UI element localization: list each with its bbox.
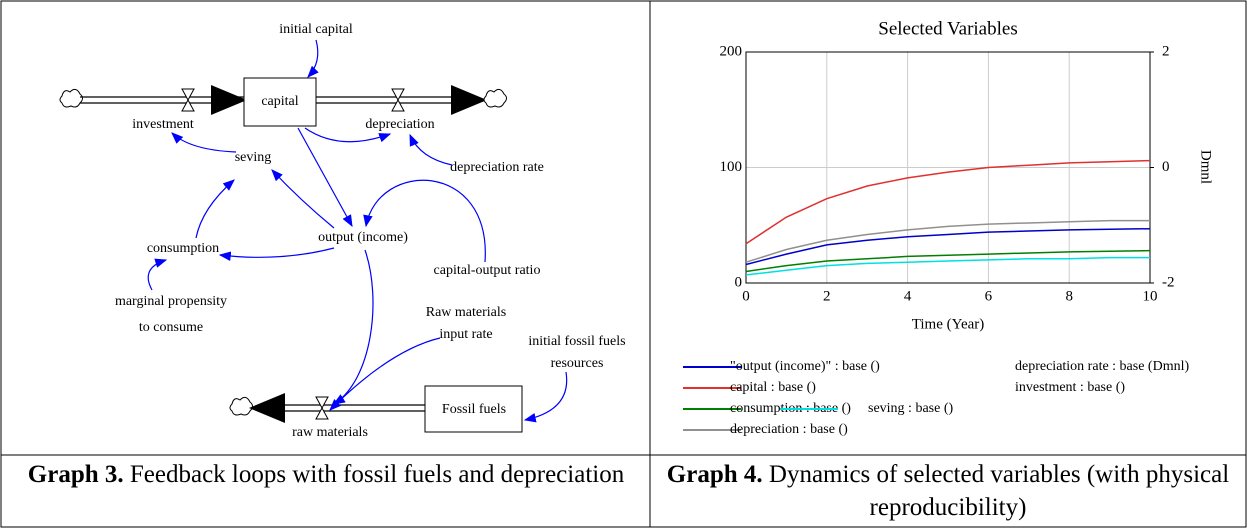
y-tick-label: 0 — [735, 274, 743, 290]
x-tick-label: 4 — [904, 288, 912, 304]
node-label: seving — [235, 150, 272, 165]
x-tick-label: 10 — [1143, 288, 1158, 304]
y2-axis-label: Dmnl — [1198, 150, 1214, 184]
legend-label: depreciation rate : base (Dmnl) — [1015, 359, 1189, 374]
link — [332, 249, 374, 405]
node-label: to consume — [139, 320, 203, 335]
node-label: investment — [132, 117, 194, 132]
link — [171, 132, 237, 153]
legend-label: depreciation : base () — [730, 422, 848, 437]
link — [195, 179, 235, 239]
node-label: raw materials — [292, 425, 368, 440]
legend-label: investment : base () — [1015, 380, 1125, 395]
node-label: Fossil fuels — [442, 402, 506, 417]
legend-label: "output (income)" : base () — [730, 359, 880, 374]
link — [307, 39, 319, 78]
caption: Graph 4. Dynamics of selected variables … — [658, 458, 1238, 526]
series-line — [745, 227, 1151, 266]
node-label: consumption — [147, 241, 219, 256]
link — [147, 258, 168, 291]
x-tick-label: 6 — [985, 288, 993, 304]
valve — [315, 396, 329, 420]
series-line — [745, 249, 1151, 273]
node-label: depreciation rate — [450, 160, 544, 175]
caption: Graph 3. Feedback loops with fossil fuel… — [10, 458, 642, 526]
x-tick-label: 0 — [742, 288, 750, 304]
caption-text: Feedback loops with fossil fuels and dep… — [129, 461, 625, 488]
caption-label: Graph 4. — [666, 461, 763, 488]
y2-tick-label: -2 — [1162, 274, 1175, 290]
series-line — [745, 256, 1150, 276]
node-label: input rate — [439, 327, 492, 342]
node-label: marginal propensity — [115, 294, 227, 309]
y-tick-label: 200 — [720, 43, 743, 59]
node-label: resources — [551, 356, 604, 371]
node-label: initial capital — [279, 22, 353, 37]
y-tick-label: 100 — [720, 159, 743, 175]
node-label: capital — [261, 94, 298, 109]
series-line — [745, 159, 1151, 245]
node-label: depreciation — [365, 117, 434, 132]
plot-frame — [745, 51, 1151, 284]
stock — [243, 77, 317, 127]
legend-label: capital : base () — [730, 380, 816, 395]
node-label: capital-output ratio — [434, 263, 541, 278]
link — [271, 169, 335, 229]
chart-title: Selected Variables — [878, 18, 1017, 39]
diagram: initial capital capital investment depre… — [59, 22, 626, 440]
link — [409, 133, 453, 166]
link — [329, 337, 441, 411]
x-axis-label: Time (Year) — [912, 316, 985, 332]
y2-tick-label: 0 — [1162, 159, 1170, 175]
link — [218, 247, 335, 262]
cloud — [59, 88, 83, 108]
caption-label: Graph 3. — [27, 461, 124, 488]
cloud — [483, 88, 507, 108]
stock — [424, 385, 523, 433]
node-label: initial fossil fuels — [528, 334, 625, 349]
x-tick-label: 2 — [823, 288, 831, 304]
node-label: Raw materials — [426, 305, 506, 320]
valve — [391, 88, 405, 112]
link — [523, 371, 568, 423]
series-line — [745, 219, 1150, 263]
link — [363, 179, 486, 263]
caption-text: Dynamics of selected variables (with phy… — [768, 461, 1230, 521]
chart: Selected Variables Time (Year) Dmnl 0 2 4 6… — [683, 18, 1214, 437]
valve — [181, 88, 195, 112]
legend-label: seving : base () — [868, 401, 953, 416]
link — [304, 127, 392, 143]
link — [297, 127, 353, 228]
node-label: output (income) — [318, 230, 408, 245]
y2-tick-label: 2 — [1162, 43, 1170, 59]
cloud — [229, 396, 253, 416]
x-tick-label: 8 — [1065, 288, 1073, 304]
